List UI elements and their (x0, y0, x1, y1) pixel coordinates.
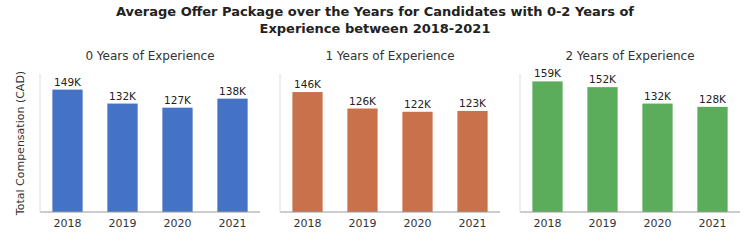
y-axis-line (280, 74, 281, 212)
data-label: 127K (164, 94, 192, 106)
x-tick-label: 2021 (699, 217, 727, 230)
x-tick-label: 2018 (294, 217, 322, 230)
subplot-title: 1 Years of Experience (325, 49, 454, 63)
x-axis-line (280, 212, 500, 213)
bar (642, 104, 672, 212)
bars (52, 90, 247, 212)
bar (52, 90, 82, 212)
data-label: 132K (644, 90, 672, 102)
bar (532, 81, 562, 212)
data-label: 138K (219, 85, 247, 97)
bar (217, 99, 247, 212)
panel: 2 Years of Experience159K 2018 152K 2019 132… (520, 49, 740, 230)
x-tick-label: 2018 (534, 217, 562, 230)
y-axis-label: Total Compensation (CAD) (14, 71, 27, 216)
x-tick-label: 2021 (459, 217, 487, 230)
chart: Average Offer Package over the Years for… (0, 0, 750, 250)
title: Average Offer Package over the Years for… (116, 4, 634, 36)
x-tick-label: 2019 (109, 217, 137, 230)
data-label: 128K (699, 93, 727, 105)
bar (697, 107, 727, 212)
x-tick-label: 2019 (589, 217, 617, 230)
bar (587, 87, 617, 212)
title-line: Average Offer Package over the Years for… (116, 4, 634, 19)
x-tick-label: 2020 (164, 217, 192, 230)
x-tick-label: 2021 (219, 217, 247, 230)
y-axis-line (40, 74, 41, 212)
bar (457, 111, 487, 212)
bar (347, 109, 377, 213)
title-line: Experience between 2018-2021 (260, 21, 491, 36)
x-tick-label: 2018 (54, 217, 82, 230)
x-axis-line (520, 212, 740, 213)
data-label: 149K (54, 76, 82, 88)
x-axis-line (40, 212, 260, 213)
y-axis-line (520, 74, 521, 212)
x-tick-label: 2020 (404, 217, 432, 230)
subplot-title: 0 Years of Experience (85, 49, 214, 63)
bar (162, 108, 192, 212)
data-label: 122K (404, 98, 432, 110)
bar (292, 92, 322, 212)
x-tick-label: 2019 (349, 217, 377, 230)
bar (402, 112, 432, 212)
data-label: 132K (109, 90, 137, 102)
bar (107, 104, 137, 212)
subplot-title: 2 Years of Experience (565, 49, 694, 63)
bars (292, 92, 487, 212)
x-tick-label: 2020 (644, 217, 672, 230)
data-label: 146K (294, 78, 322, 90)
data-label: 123K (459, 97, 487, 109)
bars (532, 81, 727, 212)
data-label: 159K (534, 67, 562, 79)
data-label: 126K (349, 95, 377, 107)
data-label: 152K (589, 73, 617, 85)
panel: 0 Years of Experience Total Compensation … (14, 49, 260, 230)
panel: 1 Years of Experience 146K 2018 126K 2019 122… (280, 49, 500, 230)
